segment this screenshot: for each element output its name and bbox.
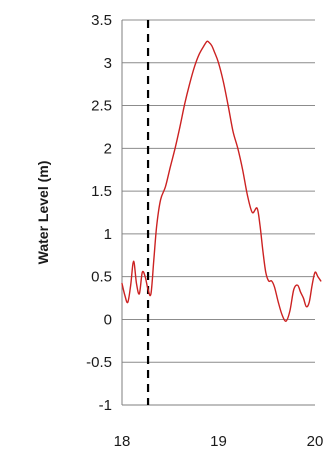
x-tick-label: 18 (114, 433, 131, 450)
x-tick-labels: 18 19 20 (114, 433, 324, 450)
y-tick-label: 1.5 (91, 183, 112, 200)
series-group (121, 40, 322, 322)
series-line (121, 40, 322, 322)
y-tick-label: -0.5 (86, 354, 112, 371)
y-tick-label: 1 (104, 226, 112, 243)
y-tick-labels: -1 -0.5 0 0.5 1 1.5 2 2.5 3 3.5 (86, 12, 112, 414)
y-tick-label: 3.5 (91, 12, 112, 29)
gridlines (122, 19, 315, 406)
x-tick-label: 19 (210, 433, 227, 450)
y-tick-label: 3 (104, 55, 112, 72)
y-tick-label: 2.5 (91, 98, 112, 115)
y-tick-label: -1 (99, 397, 112, 414)
y-tick-label: 0.5 (91, 269, 112, 286)
y-tick-label: 0 (104, 311, 112, 328)
x-tick-label: 20 (307, 433, 324, 450)
y-tick-label: 2 (104, 140, 112, 157)
y-axis-title: Water Level (m) (35, 161, 51, 265)
